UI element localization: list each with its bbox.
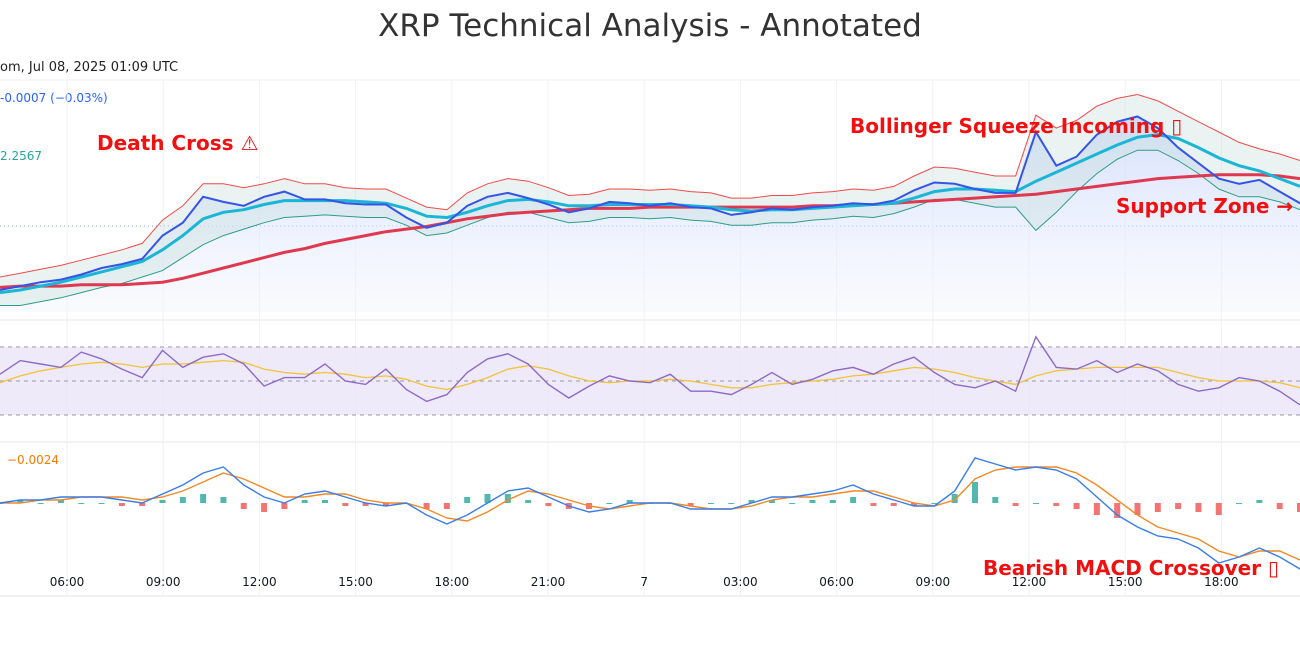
histogram-bar <box>261 503 268 512</box>
histogram-bar <box>1154 503 1161 512</box>
histogram-bar <box>850 497 857 503</box>
indicator-lines <box>0 93 1300 570</box>
macd-line <box>0 457 1300 570</box>
time-tick-label: 18:00 <box>435 575 470 589</box>
ema-line <box>0 133 1300 295</box>
histogram-bar <box>1215 503 1222 515</box>
price-change-label: -0.0007 (−0.03%) <box>0 91 108 105</box>
histogram-bar <box>37 503 44 504</box>
histogram-bar <box>890 503 897 506</box>
histogram-bar <box>687 503 694 506</box>
histogram-bar <box>159 500 166 503</box>
price-line <box>0 115 1300 291</box>
time-axis-ticks: 06:00 09:00 12:00 15:00 18:00 21:00 7 03:00 06:0… <box>50 575 1239 589</box>
histogram-bar <box>17 500 24 503</box>
histogram-bar <box>525 500 532 503</box>
histogram-bar <box>911 503 918 506</box>
histogram-bar <box>240 503 247 509</box>
histogram-bar <box>606 503 613 504</box>
histogram-bar <box>789 503 796 504</box>
time-tick-label: 09:00 <box>146 575 181 589</box>
histogram-bar <box>200 494 207 503</box>
histogram-bar <box>362 503 369 506</box>
bollinger-lower-line <box>0 149 1300 306</box>
time-tick-label: 7 <box>640 575 648 589</box>
time-tick-label: 15:00 <box>1108 575 1143 589</box>
time-tick-label: 06:00 <box>819 575 854 589</box>
timestamp-label: om, Jul 08, 2025 01:09 UTC <box>0 60 179 75</box>
time-tick-label: 06:00 <box>50 575 85 589</box>
histogram-bar <box>748 500 755 503</box>
bollinger-upper-line <box>0 93 1300 278</box>
signal-line <box>0 466 1300 561</box>
histogram-bar <box>423 503 430 509</box>
time-tick-label: 15:00 <box>338 575 373 589</box>
histogram-bar <box>1032 503 1039 504</box>
time-tick-label: 12:00 <box>1012 575 1047 589</box>
histogram-bar <box>322 500 328 503</box>
histogram-bar <box>179 497 186 503</box>
chart-title: XRP Technical Analysis - Annotated <box>378 8 922 44</box>
histogram-bar <box>1256 500 1263 503</box>
support-zone-annotation: Support Zone → <box>1116 194 1294 218</box>
histogram-bar <box>951 494 958 503</box>
histogram-bar <box>1093 503 1100 515</box>
histogram-bar <box>545 503 552 506</box>
time-tick-label: 21:00 <box>531 575 566 589</box>
rsi-line <box>0 335 1300 406</box>
histogram-bar <box>728 503 735 504</box>
histogram-bar <box>1073 503 1080 509</box>
histogram-bar <box>281 503 288 509</box>
histogram-bar <box>707 503 714 504</box>
histogram-bar <box>78 503 85 504</box>
histogram-bar <box>1012 503 1019 506</box>
sma-line <box>0 173 1300 289</box>
histogram-bar <box>809 500 816 503</box>
histogram-bar <box>464 497 471 503</box>
histogram-bar <box>504 494 511 503</box>
histogram-bar <box>1236 503 1243 504</box>
death-cross-annotation: Death Cross ⚠ <box>97 131 259 155</box>
price-area-fill <box>0 116 1300 312</box>
histogram-bar <box>829 500 836 503</box>
histogram-bar <box>57 500 64 503</box>
time-tick-label: 12:00 <box>242 575 277 589</box>
histogram-bar <box>1114 503 1121 518</box>
bearish-macd-annotation: Bearish MACD Crossover ▯ <box>983 556 1280 580</box>
histogram-bar <box>118 503 125 506</box>
histogram-bar <box>768 500 775 503</box>
rsi-ma-line <box>0 359 1300 391</box>
histogram-bar <box>992 497 999 503</box>
histogram-bar <box>484 494 491 503</box>
histogram-bar <box>1195 503 1202 512</box>
histogram-bar <box>220 497 227 503</box>
histogram-bar <box>382 503 389 506</box>
histogram-bar <box>1053 503 1060 506</box>
time-tick-label: 18:00 <box>1204 575 1239 589</box>
time-tick-label: 03:00 <box>723 575 758 589</box>
histogram-bar <box>1175 503 1182 509</box>
histogram-bar <box>301 500 308 503</box>
histogram-bar <box>972 482 978 503</box>
histogram-bar <box>931 503 938 504</box>
histogram-bar <box>443 503 450 509</box>
histogram-bar <box>626 500 633 503</box>
histogram-bar <box>98 503 105 504</box>
bollinger-band-fill <box>0 94 1300 306</box>
moving-average-value: 2.2567 <box>0 149 42 163</box>
histogram-bar <box>342 503 349 506</box>
histogram-bar <box>870 503 877 506</box>
macd-histogram <box>0 482 1300 518</box>
vertical-gridlines <box>66 80 1222 596</box>
macd-value-label: −0.0024 <box>7 453 60 467</box>
time-tick-label: 09:00 <box>916 575 951 589</box>
histogram-bar <box>1134 503 1141 515</box>
histogram-bar <box>1297 503 1300 512</box>
histogram-bar <box>139 503 146 506</box>
bollinger-squeeze-annotation: Bollinger Squeeze Incoming ▯ <box>850 114 1183 138</box>
histogram-bar <box>1276 503 1283 509</box>
